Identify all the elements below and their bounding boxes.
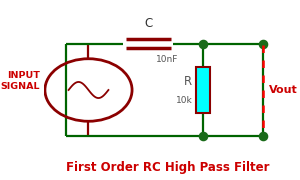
Text: Vout: Vout bbox=[269, 85, 298, 95]
Text: First Order RC High Pass Filter: First Order RC High Pass Filter bbox=[66, 161, 270, 174]
Text: R: R bbox=[184, 75, 192, 87]
Point bbox=[201, 42, 206, 45]
Point bbox=[201, 135, 206, 138]
Text: 10k: 10k bbox=[176, 96, 192, 105]
Text: C: C bbox=[144, 17, 152, 30]
Text: 10nF: 10nF bbox=[156, 55, 178, 64]
Point bbox=[260, 42, 265, 45]
Text: INPUT
SIGNAL: INPUT SIGNAL bbox=[0, 71, 40, 91]
Point bbox=[260, 135, 265, 138]
Bar bbox=[196, 67, 210, 113]
